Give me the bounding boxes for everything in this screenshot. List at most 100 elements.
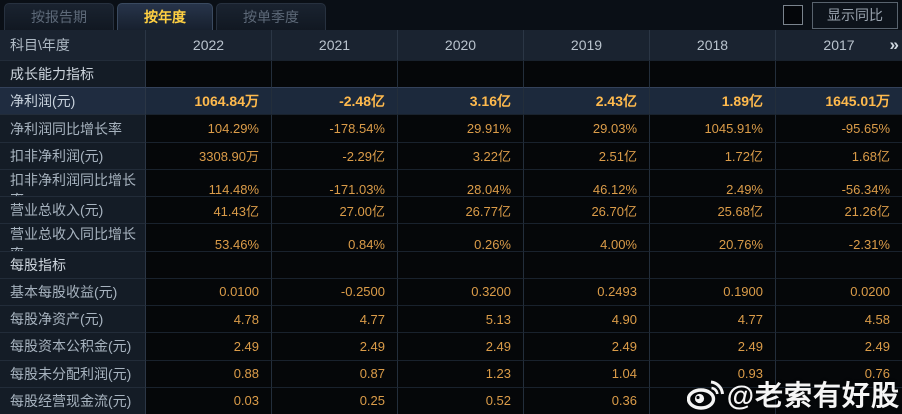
table-row: 每股资本公积金(元) 2.49 2.49 2.49 2.49 2.49 2.49 [0, 332, 902, 360]
table-header-row: 科目\年度 2022 2021 2020 2019 2018 2017» [0, 30, 902, 60]
cell-value: 0.52 [398, 386, 524, 414]
cell-value [524, 250, 650, 278]
table-row: 每股经营现金流(元) 0.03 0.25 0.52 0.36 [0, 386, 902, 414]
table-row: 扣非净利润同比增长率114.48%-171.03%28.04%46.12%2.4… [0, 168, 902, 210]
cell-value: 0.93 [650, 359, 776, 387]
cell-value [524, 60, 650, 88]
row-label: 基本每股收益(元) [0, 277, 146, 306]
tab-by-report-period[interactable]: 按报告期 [4, 3, 114, 30]
cell-value: 1.72亿 [650, 141, 776, 169]
cell-value [650, 386, 776, 414]
cell-value: 0.0100 [146, 277, 272, 306]
row-label: 营业总收入(元) [0, 196, 146, 224]
cell-value: 2.49 [524, 332, 650, 360]
cell-value: 4.90 [524, 305, 650, 333]
row-label: 每股指标 [0, 250, 146, 278]
cell-value: 2.49 [650, 332, 776, 360]
row-label: 成长能力指标 [0, 60, 146, 88]
cell-value: 2.49 [146, 332, 272, 360]
cell-value: 2.51亿 [524, 141, 650, 169]
cell-value: 25.68亿 [650, 196, 776, 224]
cell-value [272, 60, 398, 88]
corner-header-cell: 科目\年度 [0, 30, 146, 60]
tab-by-quarter[interactable]: 按单季度 [216, 3, 326, 30]
year-header-2021: 2021 [272, 30, 398, 60]
cell-value: 2.49 [398, 332, 524, 360]
row-label: 每股资本公积金(元) [0, 332, 146, 360]
cell-value: 1.68亿 [776, 141, 902, 169]
cell-value: 0.88 [146, 359, 272, 387]
cell-value: 4.58 [776, 305, 902, 333]
cell-value: 0.03 [146, 386, 272, 414]
tab-by-year[interactable]: 按年度 [117, 3, 213, 30]
cell-value [776, 250, 902, 278]
cell-value: 3.22亿 [398, 141, 524, 169]
table-row: 每股未分配利润(元) 0.88 0.87 1.23 1.04 0.93 0.76 [0, 359, 902, 387]
row-label: 每股未分配利润(元) [0, 359, 146, 387]
cell-value: 4.78 [146, 305, 272, 333]
cell-value: 2.43亿 [524, 87, 650, 115]
table-row: 净利润同比增长率 104.29% -178.54% 29.91% 29.03% 1045.… [0, 114, 902, 142]
cell-value: 26.70亿 [524, 196, 650, 224]
row-label: 每股经营现金流(元) [0, 386, 146, 414]
period-tabbar: 按报告期 按年度 按单季度 显示同比 [0, 0, 902, 30]
cell-value: -2.48亿 [272, 87, 398, 115]
cell-value: 5.13 [398, 305, 524, 333]
cell-value: 4.77 [650, 305, 776, 333]
section-row: 每股指标 [0, 250, 902, 278]
cell-value: 1.23 [398, 359, 524, 387]
cell-value: -95.65% [776, 114, 902, 142]
table-row: 营业总收入(元) 41.43亿 27.00亿 26.77亿 26.70亿 25.68亿 21… [0, 196, 902, 224]
table-row: 基本每股收益(元) 0.0100 -0.2500 0.3200 0.2493 0.1900… [0, 277, 902, 306]
cell-value: -2.29亿 [272, 141, 398, 169]
year-header-2019: 2019 [524, 30, 650, 60]
cell-value [398, 60, 524, 88]
table-row: 每股净资产(元) 4.78 4.77 5.13 4.90 4.77 4.58 [0, 305, 902, 333]
cell-value: 27.00亿 [272, 196, 398, 224]
row-label: 净利润(元) [0, 87, 146, 115]
year-header-2022: 2022 [146, 30, 272, 60]
cell-value: 26.77亿 [398, 196, 524, 224]
cell-value [146, 60, 272, 88]
cell-value: 1045.91% [650, 114, 776, 142]
year-header-2020: 2020 [398, 30, 524, 60]
row-label: 扣非净利润(元) [0, 141, 146, 169]
year-header-2018: 2018 [650, 30, 776, 60]
cell-value: 2.49 [776, 332, 902, 360]
cell-value [650, 60, 776, 88]
cell-value: 0.25 [272, 386, 398, 414]
row-label: 每股净资产(元) [0, 305, 146, 333]
cell-value: 0.36 [524, 386, 650, 414]
cell-value: 1645.01万 [776, 87, 902, 115]
cell-value: 0.87 [272, 359, 398, 387]
topbar-controls: 显示同比 [783, 0, 902, 30]
show-yoy-label[interactable]: 显示同比 [812, 1, 898, 29]
cell-value: 0.76 [776, 359, 902, 387]
cell-value: 0.1900 [650, 277, 776, 306]
more-columns-icon[interactable]: » [889, 35, 900, 54]
show-yoy-checkbox[interactable] [783, 5, 803, 25]
cell-value: 1064.84万 [146, 87, 272, 115]
section-row: 成长能力指标 [0, 60, 902, 88]
cell-value: 3308.90万 [146, 141, 272, 169]
cell-value: 41.43亿 [146, 196, 272, 224]
table-row: 净利润(元) 1064.84万 -2.48亿 3.16亿 2.43亿 1.89亿 1645.… [0, 87, 902, 115]
cell-value: -178.54% [272, 114, 398, 142]
cell-value: 104.29% [146, 114, 272, 142]
cell-value: 29.91% [398, 114, 524, 142]
financial-table: 科目\年度 2022 2021 2020 2019 2018 2017» 成长能力指标 净利… [0, 30, 902, 414]
table-row: 营业总收入同比增长率53.46%0.84%0.26%4.00%20.76%-2.… [0, 223, 902, 265]
cell-value [272, 250, 398, 278]
cell-value: 21.26亿 [776, 196, 902, 224]
row-label: 净利润同比增长率 [0, 114, 146, 142]
cell-value [776, 60, 902, 88]
cell-value: 2.49 [272, 332, 398, 360]
cell-value [650, 250, 776, 278]
cell-value: 1.89亿 [650, 87, 776, 115]
cell-value [398, 250, 524, 278]
cell-value: 0.3200 [398, 277, 524, 306]
cell-value: 1.04 [524, 359, 650, 387]
cell-value [146, 250, 272, 278]
cell-value: 29.03% [524, 114, 650, 142]
cell-value [776, 386, 902, 414]
